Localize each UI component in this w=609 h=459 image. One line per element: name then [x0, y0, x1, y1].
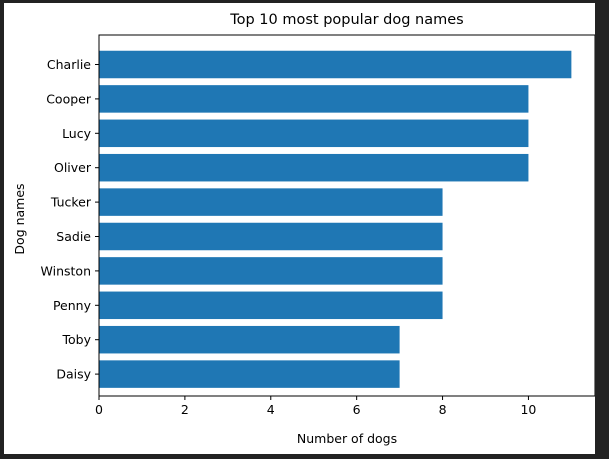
y-tick-label: Lucy [62, 126, 92, 141]
bar-sadie [99, 222, 443, 251]
y-tick-label: Sadie [56, 229, 91, 244]
bars-group [99, 50, 572, 388]
y-tick-label: Tucker [50, 195, 92, 210]
chart-figure: Top 10 most popular dog names Charlie Coo… [4, 3, 596, 454]
x-axis-ticks: 0 2 4 6 8 10 [95, 396, 536, 417]
x-tick-label: 0 [95, 402, 103, 417]
y-tick-label: Daisy [56, 367, 91, 382]
y-tick-label: Oliver [54, 160, 92, 175]
y-tick-label: Penny [53, 298, 92, 313]
bar-chart: Top 10 most popular dog names Charlie Coo… [12, 12, 596, 446]
x-tick-label: 8 [439, 402, 447, 417]
x-tick-label: 4 [267, 402, 275, 417]
chart-title: Top 10 most popular dog names [229, 12, 464, 28]
bar-oliver [99, 153, 529, 182]
y-tick-label: Toby [62, 332, 92, 347]
y-tick-label: Cooper [46, 91, 92, 106]
y-tick-label: Winston [41, 263, 91, 278]
bar-charlie [99, 50, 572, 79]
bar-tucker [99, 188, 443, 216]
bar-toby [99, 325, 400, 354]
bar-winston [99, 257, 443, 285]
y-tick-label: Charlie [47, 57, 91, 72]
y-axis-ticks: Charlie Cooper Lucy Oliver Tucker Sadie Winsto… [41, 57, 99, 382]
bar-lucy [99, 119, 529, 148]
x-tick-label: 6 [353, 402, 361, 417]
x-tick-label: 2 [181, 402, 189, 417]
bar-penny [99, 291, 443, 320]
bar-daisy [99, 360, 400, 388]
x-tick-label: 10 [520, 402, 536, 417]
y-axis-label: Dog names [12, 183, 27, 254]
bar-cooper [99, 85, 529, 113]
x-axis-label: Number of dogs [297, 431, 397, 446]
